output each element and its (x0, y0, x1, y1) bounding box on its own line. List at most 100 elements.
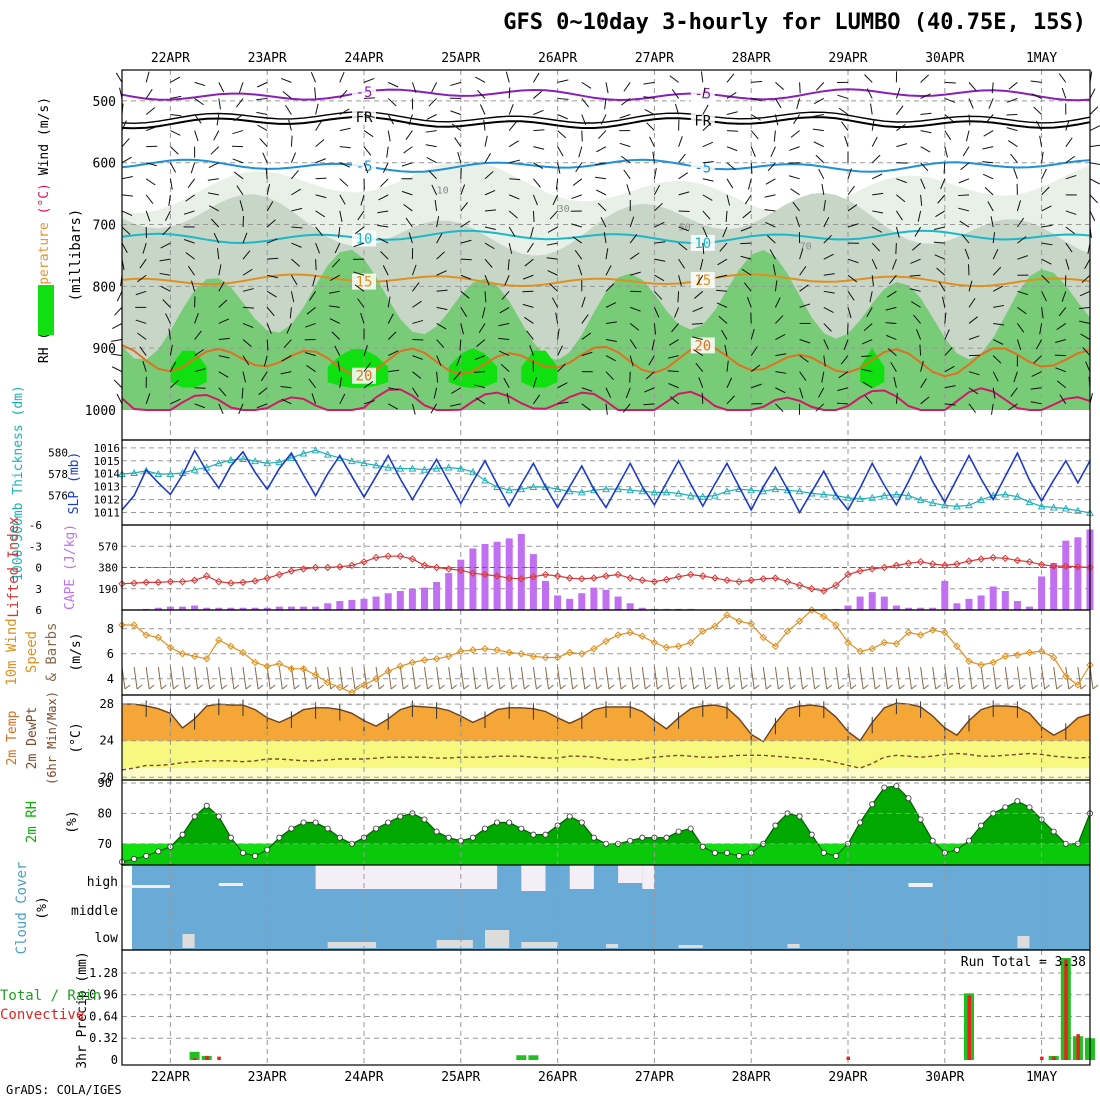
wind-barb (460, 184, 466, 196)
wind-speed-point (965, 657, 973, 665)
wind-barb (871, 173, 883, 180)
wind-barb (581, 114, 587, 125)
wind-barb-10m-flag (281, 684, 288, 690)
wind-barb-10m (266, 666, 271, 690)
wind-barb (936, 267, 946, 276)
wind-barb (1016, 323, 1025, 333)
rh-point (324, 825, 331, 832)
wind-barb-10m-flag (778, 684, 784, 690)
wind-barb (339, 393, 346, 405)
thickness-point (602, 485, 610, 493)
wind-barb-10m (908, 666, 912, 690)
wind-barb-10m (218, 666, 223, 690)
wind-speed-point (723, 611, 731, 619)
wind-barb (185, 252, 195, 260)
wind-barb (847, 274, 858, 283)
wind-barb (985, 114, 994, 124)
wind-speed-point (614, 631, 622, 639)
wind-barb (1017, 236, 1027, 244)
wind-barb-10m (182, 666, 186, 690)
wind-barb (484, 258, 493, 268)
lifted-index-point (783, 577, 792, 586)
cape-bar (554, 595, 562, 610)
wind-barb-10m-flag (1032, 684, 1038, 690)
rh-point (1050, 828, 1057, 835)
rh-point (639, 834, 646, 841)
wind-barb-10m-flag (899, 684, 905, 690)
wind-barb (363, 146, 372, 156)
wind-barb-10m (496, 666, 501, 690)
wind-barb-10m (605, 666, 610, 690)
wind-barb (920, 194, 923, 206)
wind-barb (895, 87, 901, 99)
cape-bar (287, 606, 295, 610)
wind-barb (306, 306, 316, 315)
wind-barb (795, 216, 801, 228)
wind-barb-10m-flag (487, 684, 494, 690)
wind-speed-point (444, 652, 453, 660)
wind-barb (938, 281, 946, 292)
wind-barb (288, 119, 292, 131)
cape-bar (989, 586, 997, 610)
lifted-index-point (239, 578, 247, 587)
wind-speed-point (626, 628, 634, 637)
wind-barb (944, 97, 956, 103)
wind-barb (764, 209, 776, 212)
wind-barb (280, 371, 292, 375)
wind-barb (750, 346, 758, 356)
wind-barb (702, 178, 714, 182)
wind-barb (387, 130, 391, 142)
wind-speed-point (747, 620, 755, 628)
thickness-point (287, 453, 296, 461)
wind-barb (329, 274, 341, 281)
rh-point (675, 828, 682, 835)
wind-tick-label: 8 (107, 622, 114, 636)
wind-barb-10m (811, 666, 816, 690)
temp-ylabel-3: (6hr Min/Max) (45, 691, 59, 785)
wind-barb (644, 109, 655, 115)
wind-barb (168, 194, 171, 206)
wind-barb (218, 318, 230, 324)
thickness-point (928, 499, 937, 507)
wind-barb (847, 258, 859, 264)
wind-barb (605, 339, 617, 342)
wind-barb (872, 210, 884, 214)
wind-barb (774, 114, 779, 126)
wind-speed-point (239, 648, 247, 657)
wind-barb (170, 76, 181, 83)
lifted-index-point (323, 563, 332, 572)
wind-barb (524, 316, 534, 324)
rh-point (143, 852, 150, 859)
wind-barb (1016, 217, 1025, 228)
isotherm-label: -5 (694, 161, 711, 177)
wind-barb (266, 184, 271, 195)
wind-barb (812, 114, 824, 118)
wind-barb (484, 171, 494, 180)
wind-barb (724, 344, 728, 356)
thickness-point (360, 459, 368, 467)
wind-barb (775, 353, 787, 357)
wind-barb (702, 194, 713, 201)
wind-barb (484, 242, 495, 250)
wind-barb (843, 339, 849, 351)
wind-barb (1008, 403, 1018, 411)
wind-barb (844, 136, 849, 147)
lifted-index-point (1013, 556, 1022, 565)
wind-barb (557, 401, 569, 405)
wind-barb (1084, 258, 1091, 270)
wind-barb (864, 74, 873, 83)
li-tick-label: 6 (35, 604, 42, 617)
wind-barb (944, 81, 956, 84)
wind-barb (169, 162, 177, 173)
wind-barb (408, 232, 413, 244)
wind-barb (289, 307, 292, 319)
wind-barb (920, 178, 926, 190)
wind-barb (596, 146, 607, 153)
wind-barb (991, 82, 994, 94)
pressure-tick-label: 700 (93, 219, 116, 234)
thickness-ylabel: 1000-500mb Thickness (dm) (11, 385, 26, 581)
wind-barb (533, 129, 545, 132)
wind-barb (378, 194, 389, 201)
wind-barb (871, 258, 878, 270)
ylabel-part: (°C) (37, 175, 52, 214)
